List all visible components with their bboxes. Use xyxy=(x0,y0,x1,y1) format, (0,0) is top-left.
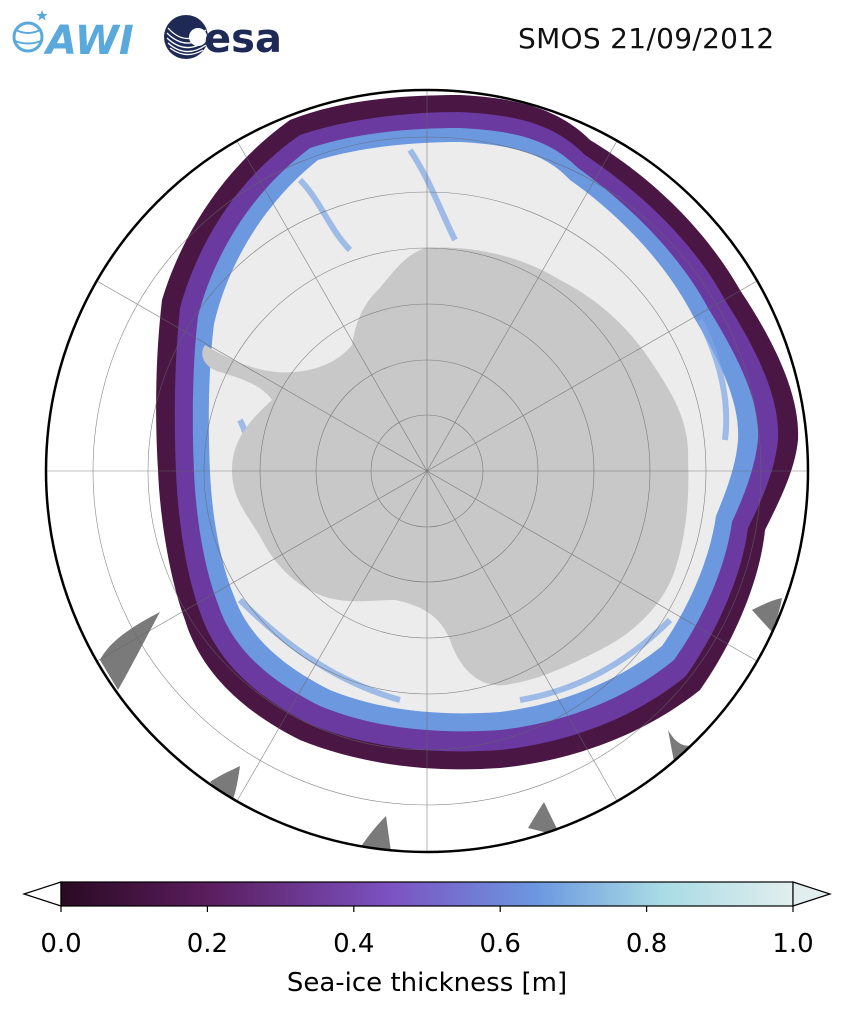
colorbar-extend-high xyxy=(792,881,832,907)
map-boundary xyxy=(44,88,810,854)
esa-logo-text: esa xyxy=(204,16,282,62)
map-title: SMOS 21/09/2012 xyxy=(518,22,775,55)
polar-map xyxy=(44,88,810,854)
graticule xyxy=(46,90,808,852)
logos: AWI esa xyxy=(12,10,282,64)
ice-streaks xyxy=(237,148,730,703)
awi-logo: AWI xyxy=(12,10,134,64)
colorbar-tick-label: 0.0 xyxy=(40,929,81,959)
colorbar-extend-low xyxy=(22,881,62,907)
colorbar-tick-label: 1.0 xyxy=(772,929,813,959)
colorbar-tick-label: 0.2 xyxy=(187,929,228,959)
colorbar-ticks xyxy=(60,906,794,912)
colorbar: 0.0 0.2 0.4 0.6 0.8 1.0 Sea-ice thicknes… xyxy=(22,881,832,998)
colorbar-tick-label: 0.8 xyxy=(626,929,667,959)
colorbar-label: Sea-ice thickness [m] xyxy=(287,968,567,998)
antarctica-land xyxy=(202,247,689,686)
colorbar-tick-label: 0.4 xyxy=(333,929,374,959)
colorbar-tick-label: 0.6 xyxy=(480,929,521,959)
esa-logo: esa xyxy=(164,15,282,62)
colorbar-bar xyxy=(60,881,794,907)
awi-logo-text: AWI xyxy=(43,18,134,64)
